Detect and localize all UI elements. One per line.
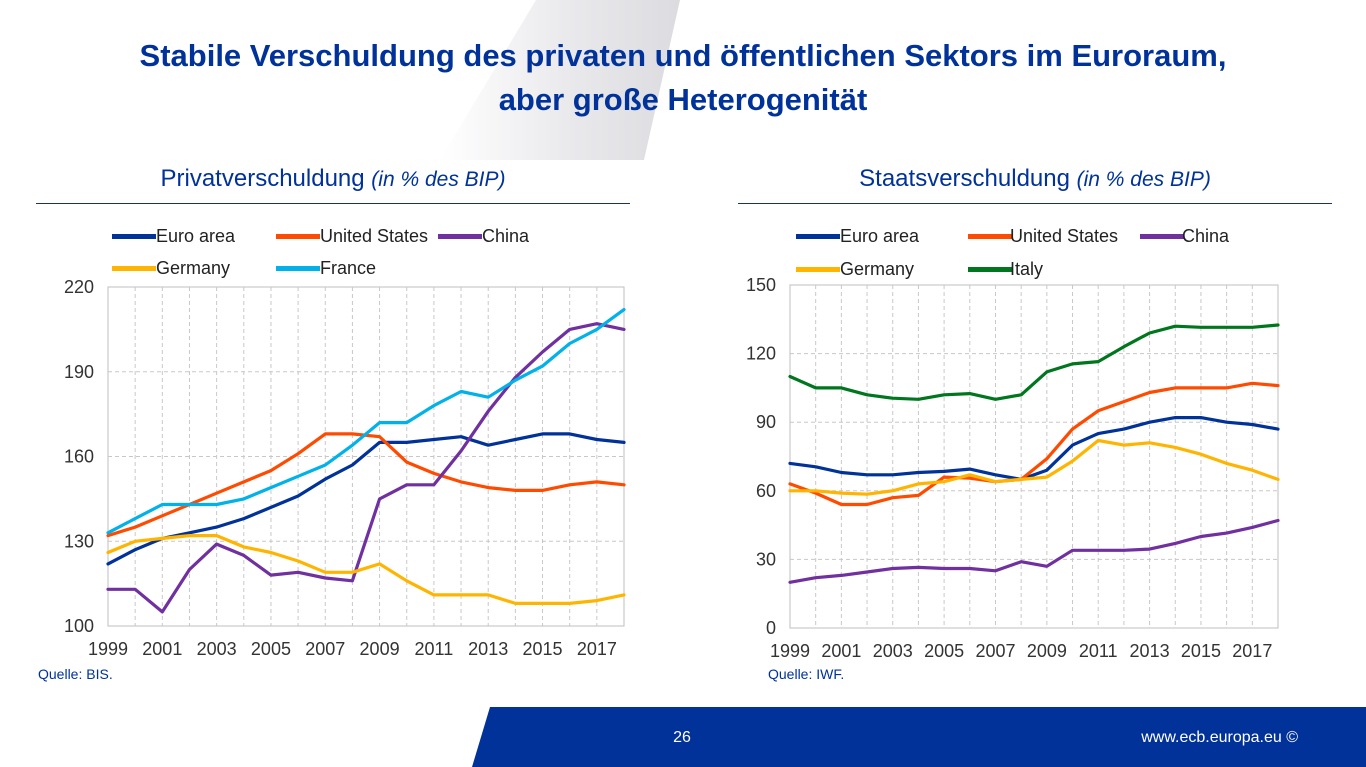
chart0-series-germany <box>106 533 626 606</box>
legend-label: Italy <box>1010 259 1044 279</box>
website-link[interactable]: www.ecb.europa.eu © <box>1141 729 1298 746</box>
legend-label: France <box>320 258 377 278</box>
x-tick-label: 2015 <box>523 639 563 659</box>
slide-title-line1: Stabile Verschuldung des privaten und öf… <box>139 38 1227 73</box>
right-chart-title: Staatsverschuldung (in % des BIP) <box>738 164 1332 195</box>
x-tick-label: 2009 <box>1027 641 1067 661</box>
x-tick-label: 2001 <box>821 641 861 661</box>
legend-label: Euro area <box>156 226 236 246</box>
chart0-series-france <box>106 308 626 535</box>
page-number: 26 <box>673 729 691 746</box>
legend-swatch <box>1140 234 1184 239</box>
chart1-series-euro-area <box>788 416 1280 481</box>
legend-swatch <box>796 234 840 239</box>
legend-label: Germany <box>840 259 915 279</box>
x-tick-label: 2013 <box>468 639 508 659</box>
x-tick-label: 2003 <box>197 639 237 659</box>
x-tick-label: 2015 <box>1181 641 1221 661</box>
legend-swatch <box>968 267 1012 272</box>
y-tick-label: 90 <box>756 412 776 432</box>
y-tick-label: 100 <box>64 616 94 636</box>
y-tick-label: 190 <box>64 362 94 382</box>
x-tick-label: 2011 <box>1079 641 1118 661</box>
x-tick-label: 2001 <box>142 639 182 659</box>
legend-label: China <box>1182 226 1230 246</box>
legend-swatch <box>796 267 840 272</box>
legend-label: United States <box>1010 226 1119 246</box>
y-tick-label: 130 <box>64 531 94 551</box>
x-tick-label: 1999 <box>770 641 810 661</box>
right-chart-unit: (in % des BIP) <box>1076 168 1211 191</box>
legend-swatch <box>968 234 1012 239</box>
y-tick-label: 160 <box>64 447 94 467</box>
chart0-series-china <box>106 322 626 614</box>
legend-label: China <box>482 226 530 246</box>
chart1-series-germany <box>788 438 1280 496</box>
x-tick-label: 2007 <box>975 641 1015 661</box>
right-source-note: Quelle: IWF. <box>768 666 845 682</box>
x-tick-label: 2003 <box>873 641 913 661</box>
right-title-rule <box>738 203 1332 204</box>
chart1-series-united-states <box>788 381 1280 507</box>
y-tick-label: 150 <box>746 275 776 295</box>
x-tick-label: 2005 <box>924 641 964 661</box>
left-chart-unit: (in % des BIP) <box>371 168 506 191</box>
chart1-series-china <box>788 518 1280 584</box>
x-tick-label: 1999 <box>88 639 128 659</box>
y-tick-label: 220 <box>64 277 94 297</box>
footer-bar <box>472 707 1366 767</box>
y-tick-label: 120 <box>746 344 776 364</box>
legend-swatch <box>112 266 156 271</box>
left-title-rule <box>36 203 630 204</box>
y-tick-label: 0 <box>766 618 776 638</box>
x-tick-label: 2009 <box>360 639 400 659</box>
x-tick-label: 2017 <box>1232 641 1272 661</box>
chart1-series-italy <box>788 323 1280 401</box>
legend-swatch <box>276 266 320 271</box>
x-tick-label: 2017 <box>577 639 617 659</box>
left-chart-title: Privatverschuldung (in % des BIP) <box>36 164 630 195</box>
chart0-series-euro-area <box>106 432 626 566</box>
legend-swatch <box>438 234 482 239</box>
legend-swatch <box>276 234 320 239</box>
right-chart-title-text: Staatsverschuldung <box>859 165 1070 192</box>
left-source-note: Quelle: BIS. <box>38 666 113 682</box>
x-tick-label: 2011 <box>415 639 454 659</box>
legend-label: Germany <box>156 258 231 278</box>
left-chart-title-text: Privatverschuldung <box>160 165 365 192</box>
legend-label: Euro area <box>840 226 920 246</box>
y-tick-label: 60 <box>756 481 776 501</box>
slide-title-line2: aber große Heterogenität <box>498 82 868 117</box>
plot-frame <box>789 284 1279 629</box>
x-tick-label: 2013 <box>1130 641 1170 661</box>
legend-swatch <box>112 234 156 239</box>
slide-title: Stabile Verschuldung des privaten und öf… <box>0 34 1366 122</box>
x-tick-label: 2005 <box>251 639 291 659</box>
x-tick-label: 2007 <box>305 639 345 659</box>
y-tick-label: 30 <box>756 549 776 569</box>
legend-label: United States <box>320 226 429 246</box>
